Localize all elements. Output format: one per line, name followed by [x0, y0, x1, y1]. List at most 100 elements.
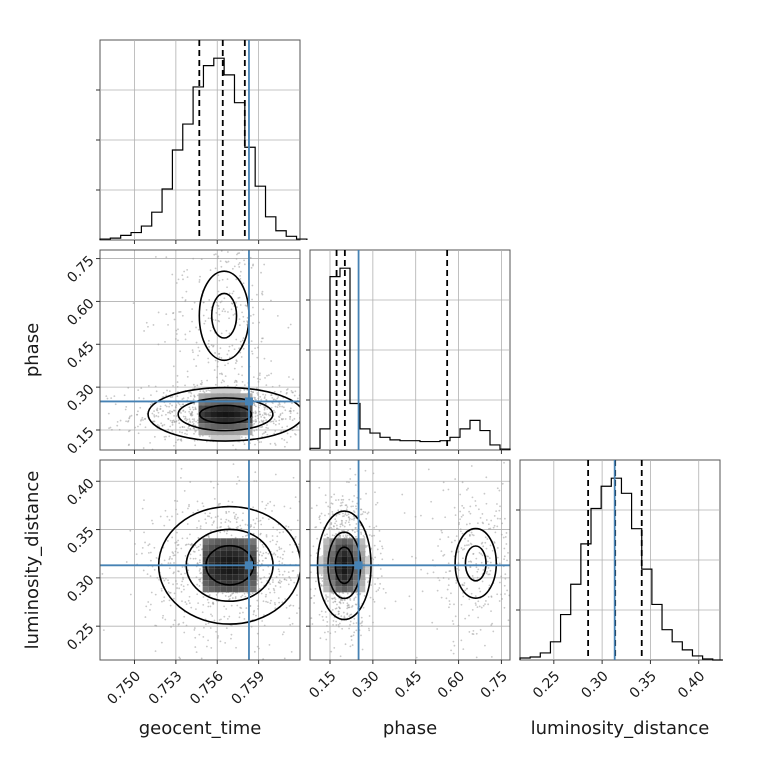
- scatter-point: [193, 453, 195, 455]
- density-cell: [202, 568, 209, 575]
- scatter-point: [262, 600, 265, 603]
- scatter-point: [291, 419, 294, 422]
- density-cell: [240, 411, 247, 418]
- scatter-point: [306, 417, 308, 419]
- scatter-point: [159, 408, 162, 410]
- scatter-point: [338, 622, 341, 625]
- density-cell: [216, 393, 223, 400]
- scatter-point: [440, 550, 443, 553]
- density-cell: [335, 580, 342, 587]
- scatter-point: [515, 552, 517, 554]
- scatter-point: [256, 414, 259, 417]
- scatter-point: [238, 318, 241, 321]
- scatter-point: [261, 290, 264, 293]
- scatter-point: [171, 410, 173, 413]
- density-cell: [214, 586, 221, 593]
- scatter-point: [130, 414, 133, 417]
- scatter-point: [259, 378, 261, 381]
- scatter-point: [330, 526, 333, 529]
- scatter-point: [205, 645, 208, 648]
- scatter-point: [341, 524, 344, 527]
- scatter-point: [296, 519, 299, 522]
- scatter-point: [173, 499, 176, 502]
- scatter-point: [149, 551, 152, 554]
- density-cell: [228, 417, 235, 424]
- scatter-point: [511, 620, 513, 622]
- scatter-point: [263, 407, 266, 409]
- scatter-point: [197, 545, 200, 548]
- scatter-point: [278, 546, 281, 549]
- scatter-point: [169, 410, 171, 412]
- scatter-point: [503, 461, 505, 464]
- scatter-point: [514, 595, 516, 597]
- scatter-point: [209, 224, 211, 226]
- scatter-point: [278, 423, 281, 425]
- scatter-point: [370, 584, 372, 586]
- scatter-point: [314, 382, 316, 384]
- scatter-point: [271, 553, 274, 556]
- scatter-point: [304, 584, 306, 586]
- density-cell: [347, 586, 354, 593]
- scatter-point: [137, 389, 140, 392]
- x-tick-label: 0.60: [435, 668, 468, 701]
- scatter-point: [176, 395, 179, 398]
- scatter-point: [349, 599, 352, 601]
- scatter-point: [361, 620, 364, 623]
- scatter-point: [365, 492, 367, 495]
- scatter-point: [454, 478, 457, 480]
- scatter-point: [226, 278, 229, 281]
- scatter-point: [455, 535, 458, 538]
- scatter-point: [220, 618, 222, 621]
- scatter-point: [303, 577, 305, 579]
- scatter-point: [287, 571, 290, 574]
- scatter-point: [174, 541, 177, 544]
- scatter-point: [179, 350, 182, 353]
- density-cell: [359, 586, 366, 593]
- scatter-point: [466, 544, 468, 547]
- scatter-point: [171, 421, 174, 424]
- scatter-point: [254, 522, 257, 525]
- x-tick-label: 0.25: [530, 668, 563, 701]
- scatter-point: [175, 282, 178, 284]
- scatter-point: [181, 274, 184, 277]
- scatter-point: [479, 590, 482, 593]
- scatter-point: [349, 536, 351, 539]
- density-cell: [329, 544, 336, 551]
- scatter-point: [457, 562, 460, 565]
- scatter-point: [437, 577, 440, 579]
- scatter-point: [339, 523, 342, 526]
- scatter-point: [498, 562, 501, 565]
- scatter-point: [158, 578, 161, 581]
- scatter-point: [226, 229, 228, 231]
- scatter-point: [379, 582, 382, 585]
- scatter-point: [260, 415, 263, 418]
- scatter-point: [318, 613, 321, 616]
- scatter-point: [193, 358, 195, 361]
- scatter-point: [157, 311, 160, 314]
- scatter-point: [227, 525, 230, 528]
- scatter-point: [503, 555, 506, 558]
- scatter-point: [262, 545, 265, 548]
- scatter-point: [149, 575, 152, 577]
- scatter-point: [266, 424, 268, 426]
- scatter-point: [143, 531, 145, 534]
- scatter-point: [261, 425, 264, 428]
- density-cell: [365, 556, 372, 563]
- scatter-point: [498, 600, 501, 602]
- density-cell: [210, 417, 217, 424]
- scatter-point: [506, 559, 508, 562]
- scatter-point: [110, 428, 113, 431]
- density-cell: [359, 574, 366, 581]
- scatter-point: [169, 419, 172, 422]
- density-cell: [359, 568, 366, 575]
- scatter-point: [256, 392, 259, 394]
- density-cell: [214, 556, 221, 563]
- scatter-point: [257, 397, 260, 400]
- density-cell: [216, 405, 223, 412]
- scatter-point: [125, 561, 128, 563]
- scatter-point: [174, 550, 177, 553]
- scatter-point: [175, 541, 178, 544]
- scatter-point: [176, 551, 179, 554]
- scatter-point: [253, 650, 256, 653]
- scatter-point: [233, 367, 236, 370]
